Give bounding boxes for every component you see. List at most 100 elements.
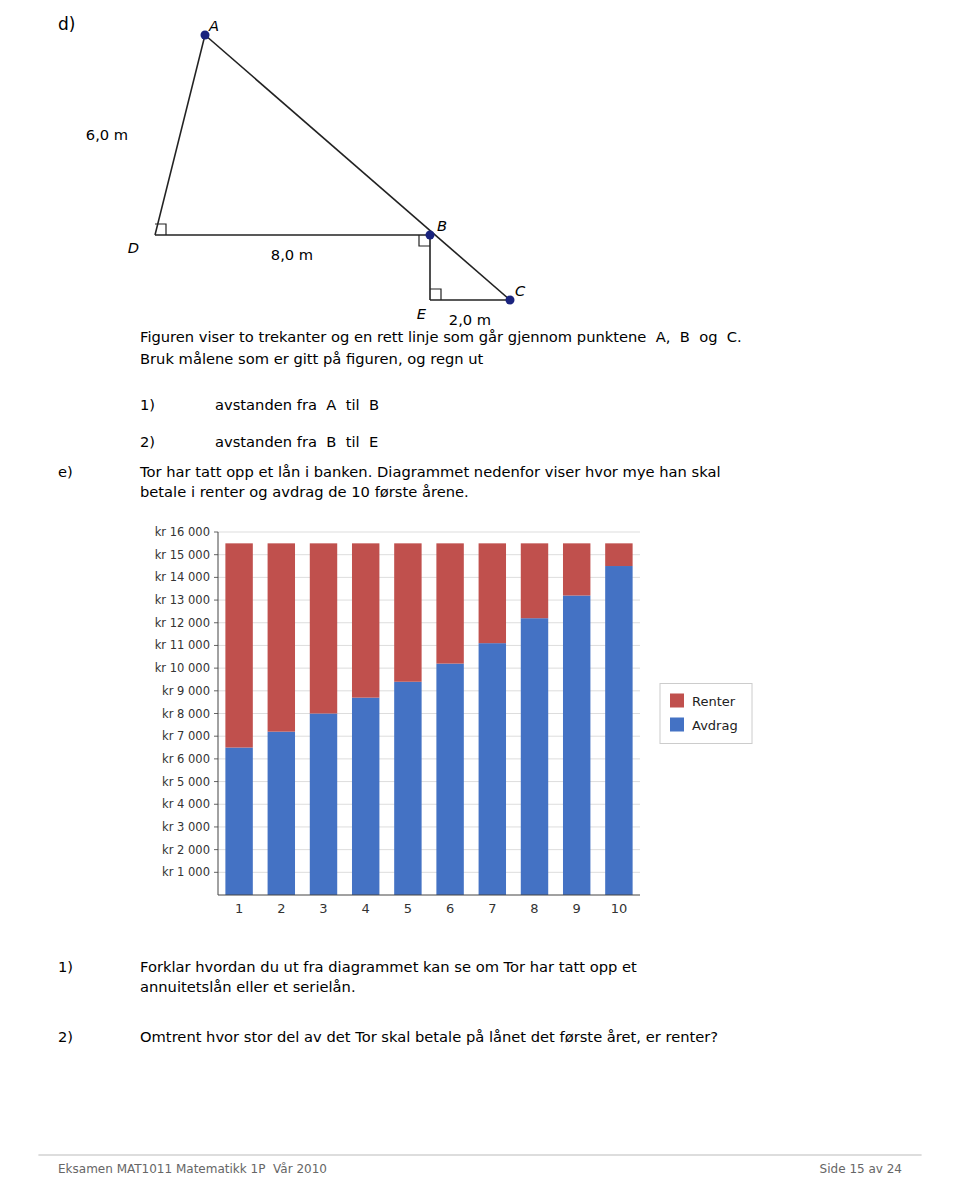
y-tick [214,781,218,782]
legend-swatch [670,718,684,732]
legend: Renter Avdrag [660,684,752,744]
bar-chart: kr 1 000 kr 2 000 kr 3 000 kr 4 000 kr 5 000… [155,525,752,916]
bar-segment [521,618,548,895]
y-tick [214,713,218,714]
section-label: d) [58,14,75,34]
x-tick-label: 7 [488,901,496,916]
dimension-label: 8,0 m [271,246,313,263]
y-tick-label: kr 1 000 [162,865,210,879]
bar-segment [605,543,632,566]
y-tick-label: kr 15 000 [155,548,210,562]
bar-segment [352,698,379,895]
y-tick [214,736,218,737]
task-text: Figuren viser to trekanter og en rett li… [140,328,742,345]
bar-segment [394,543,421,681]
y-tick-label: kr 4 000 [162,797,210,811]
legend-box [660,684,752,744]
y-tick-label: kr 3 000 [162,820,210,834]
legend-entry: Avdrag [692,718,738,733]
background [0,0,960,1190]
y-tick [214,622,218,623]
bar-segment [352,543,379,697]
bar-segment [310,543,337,713]
bar-segment [521,543,548,618]
y-tick [214,532,218,533]
y-tick [214,758,218,759]
question-text: Omtrent hvor stor del av det Tor skal be… [140,1028,718,1045]
point-label: D [128,239,139,256]
legend-swatch [670,694,684,708]
y-tick-label: kr 7 000 [162,729,210,743]
y-tick [214,690,218,691]
y-tick [214,600,218,601]
y-tick [214,849,218,850]
x-tick-label: 6 [446,901,454,916]
question-text: Forklar hvordan du ut fra diagrammet kan… [140,958,637,975]
bar-segment [310,714,337,896]
page: d)ABCDE6,0 m8,0 m2,0 mFiguren viser to t… [0,0,960,1190]
item-text: avstanden fra B til E [215,433,378,450]
item-text: avstanden fra A til B [215,396,379,413]
x-tick-label: 3 [319,901,327,916]
y-tick-label: kr 11 000 [155,638,210,652]
footer-text: Eksamen MAT1011 Matematikk 1P Vår 2010 [58,1162,327,1176]
bar-segment [563,543,590,595]
point-label: C [515,282,526,299]
y-tick-label: kr 12 000 [155,616,210,630]
y-tick-label: kr 10 000 [155,661,210,675]
y-tick-label: kr 9 000 [162,684,210,698]
y-tick-label: kr 2 000 [162,843,210,857]
y-tick [214,554,218,555]
task-text: Tor har tatt opp et lån i banken. Diagra… [139,463,721,480]
question-text: annuitetslån eller et serielån. [140,978,356,995]
x-tick-label: 9 [573,901,581,916]
point-dot [426,231,435,240]
bar-segment [225,543,252,747]
item-number: 1) [140,396,155,413]
item-number: 2) [140,433,155,450]
y-tick [214,645,218,646]
side-ec [430,299,510,301]
footer-text: Side 15 av 24 [820,1162,902,1176]
right-angle-d [155,224,166,235]
x-tick-label: 2 [277,901,285,916]
y-tick-label: kr 14 000 [155,570,210,584]
y-tick [214,872,218,873]
footer-rule [38,1155,921,1156]
y-tick [214,577,218,578]
line-abc [205,35,510,300]
bar-segment [563,596,590,895]
bar-segment [225,748,252,895]
bar-segment [436,543,463,663]
y-tick-label: kr 13 000 [155,593,210,607]
y-tick-label: kr 16 000 [155,525,210,539]
y-axis [218,532,219,895]
bar-segment [268,732,295,895]
side-db [155,234,430,236]
side-ad [155,35,205,235]
x-tick-label: 4 [362,901,370,916]
y-tick-label: kr 5 000 [162,775,210,789]
x-tick-label: 5 [404,901,412,916]
x-tick-label: 10 [611,901,628,916]
task-text: betale i renter og avdrag de 10 første å… [140,483,469,500]
y-tick-label: kr 6 000 [162,752,210,766]
point-dot [506,296,515,305]
y-tick-label: kr 8 000 [162,707,210,721]
item-number: 1) [58,958,73,975]
geometry-figure [155,31,515,305]
bar-segment [436,664,463,895]
bar-segment [605,566,632,895]
dimension-label: 6,0 m [86,126,128,143]
section-label: e) [58,463,73,480]
point-label: A [208,17,219,34]
legend-entry: Renter [692,694,736,709]
x-tick-label: 1 [235,901,243,916]
y-tick [214,826,218,827]
task-text: Bruk målene som er gitt på figuren, og r… [140,350,484,367]
side-be [429,235,431,300]
y-tick [214,668,218,669]
bar-segment [479,543,506,643]
grid-line [218,532,640,533]
bar-segment [394,682,421,895]
